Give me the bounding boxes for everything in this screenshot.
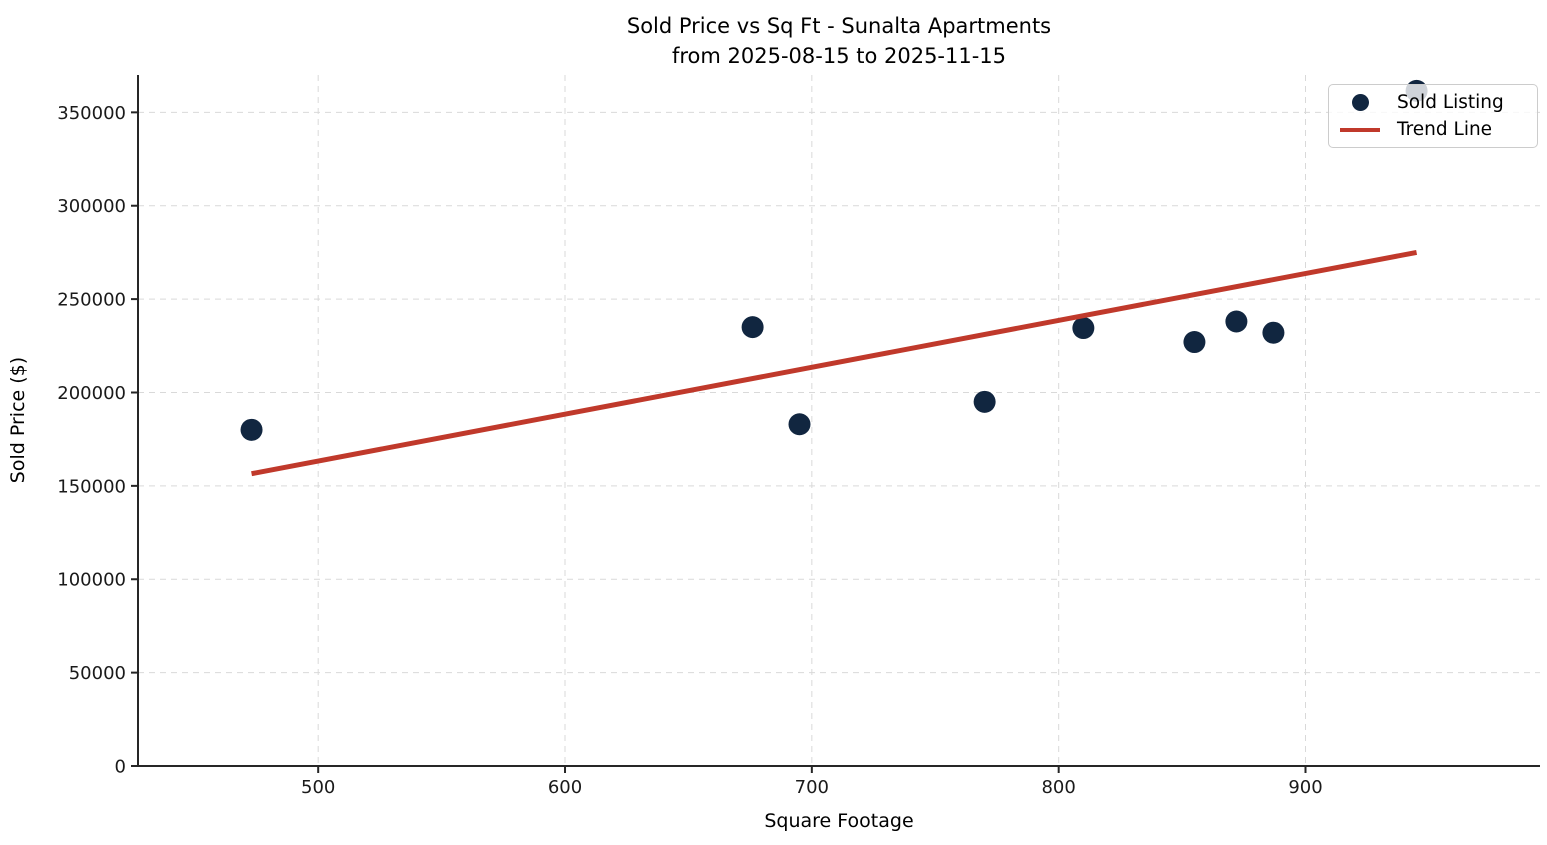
x-axis-label: Square Footage	[764, 810, 913, 832]
legend: Sold Listing Trend Line	[1328, 84, 1538, 148]
trend-line-swatch-icon	[1340, 127, 1380, 132]
x-tick-label: 500	[301, 777, 335, 798]
scatter-point	[973, 390, 996, 413]
scatter-point	[1183, 331, 1206, 354]
legend-label-trend-line: Trend Line	[1397, 119, 1493, 141]
scatter-point	[240, 418, 263, 441]
y-tick-label: 350000	[57, 103, 126, 124]
x-tick-label: 800	[1041, 777, 1075, 798]
y-tick-label: 300000	[57, 196, 126, 217]
legend-marker-area	[1337, 127, 1383, 132]
y-tick-label: 100000	[57, 570, 126, 591]
x-tick-label: 900	[1288, 777, 1322, 798]
chart-title: Sold Price vs Sq Ft - Sunalta Apartments…	[138, 11, 1540, 71]
scatter-point	[1072, 317, 1095, 340]
scatter-point	[1262, 321, 1285, 344]
y-tick-label: 200000	[57, 383, 126, 404]
y-tick-label: 250000	[57, 290, 126, 311]
legend-marker-area	[1337, 93, 1383, 111]
y-tick-label: 50000	[69, 663, 126, 684]
chart-title-line1: Sold Price vs Sq Ft - Sunalta Apartments	[626, 14, 1052, 38]
legend-item-sold-listing: Sold Listing	[1337, 89, 1529, 115]
chart-title-line2: from 2025-08-15 to 2025-11-15	[671, 44, 1007, 68]
scatter-point	[1225, 310, 1248, 333]
scatter-point	[788, 413, 811, 436]
y-tick-label: 150000	[57, 476, 126, 497]
y-axis-label: Sold Price ($)	[7, 357, 29, 483]
legend-label-sold-listing: Sold Listing	[1397, 91, 1504, 113]
legend-item-trend-line: Trend Line	[1337, 117, 1529, 143]
trend-line	[251, 249, 1418, 477]
x-tick-label: 700	[795, 777, 829, 798]
scatter-point	[741, 316, 764, 339]
y-tick-label: 0	[115, 757, 126, 778]
sold-listing-dot-icon	[1351, 93, 1369, 111]
x-tick-label: 600	[548, 777, 582, 798]
